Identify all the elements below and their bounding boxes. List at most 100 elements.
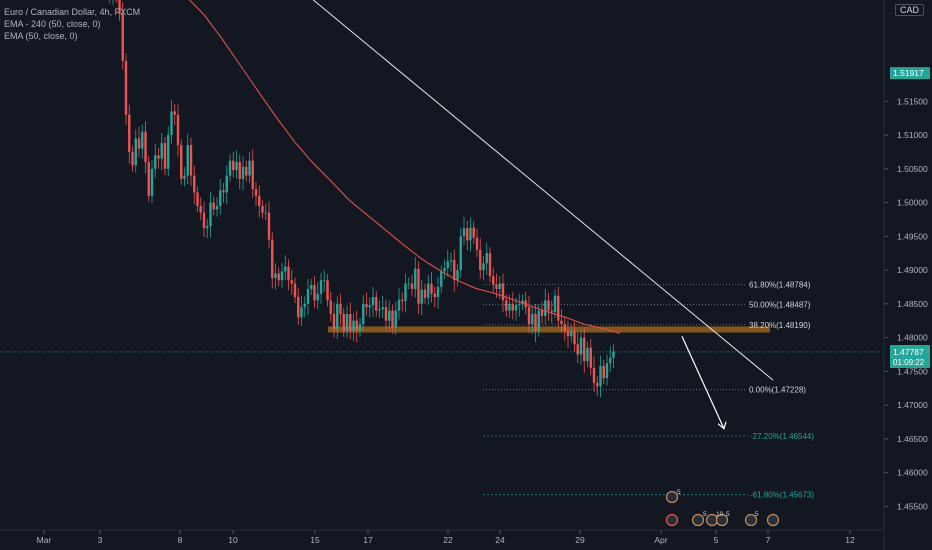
projection-arrow-shaft [681,336,725,429]
candle-body [443,268,446,272]
candle-body [511,303,514,311]
candle-body [570,330,573,337]
candle-body [358,324,362,331]
countdown-text: 01:09:22 [893,358,925,367]
indicator-ema-240[interactable]: EMA - 240 (50, close, 0) [4,19,101,29]
event-icon[interactable] [665,513,679,527]
x-tick-label: 24 [495,535,505,545]
candle-body [365,303,368,308]
fib-level-label: 0.00%(1.47228) [749,386,806,395]
x-tick-label: 3 [98,535,103,545]
candle-body [573,330,576,345]
candle-body [300,307,303,318]
event-count-badge: 10 [716,511,724,518]
x-tick-label: 5 [714,535,719,545]
event-icon[interactable] [766,513,780,527]
candle-body [453,259,456,281]
candle-body [534,313,537,331]
x-tick-label: Apr [654,535,667,545]
candle-body [531,313,534,325]
x-tick-label: 22 [443,535,453,545]
candle-body [326,280,329,301]
candle-body [137,138,141,149]
y-tick-label: 1.47000 [897,400,928,410]
y-tick-label: 1.49000 [897,265,928,275]
candle-body [336,303,339,329]
event-icon[interactable] [715,513,729,527]
event-icon[interactable] [744,513,758,527]
candle-body [420,289,423,304]
candle-body [219,190,222,206]
candle-body [193,175,196,193]
candle-body [173,111,176,115]
candle-body [362,303,365,325]
candle-body [267,212,271,240]
candle-body [287,266,290,281]
candle-body [258,195,261,206]
candle-body [349,313,352,331]
indicator-ema[interactable]: EMA (50, close, 0) [4,31,78,41]
y-tick-label: 1.49500 [897,231,928,241]
candle-body [254,189,258,196]
candle-body [154,155,157,169]
candle-body [163,143,167,169]
candle-body [290,280,293,284]
candle-body [323,280,326,281]
fib-level-label: 38.20%(1.48190) [749,321,811,330]
candle-body [206,226,209,229]
candle-body [459,236,462,271]
candle-body [456,270,459,281]
candle-body [514,305,518,311]
y-tick-label: 1.50500 [897,164,928,174]
current-price-badge [890,344,930,368]
event-icon[interactable] [665,490,679,504]
x-tick-label: 7 [766,535,771,545]
candle-body [160,143,163,159]
candle-body [557,295,560,321]
candle-body [222,190,225,193]
candle-body [157,155,160,159]
candle-body [274,273,277,279]
candle-body [495,284,498,289]
event-icon[interactable] [691,513,705,527]
candle-body [134,138,137,166]
candle-body [485,253,488,264]
fib-level-label: 50.00%(1.48487) [749,301,811,310]
economic-events: 55 10 5 5 [665,489,780,527]
candle-body [602,365,605,379]
x-tick-label: 17 [363,535,373,545]
candle-body [586,347,589,362]
y-tick-label: 1.48500 [897,299,928,309]
candle-body [592,367,596,383]
candle-body [566,330,570,337]
candle-body [576,344,579,355]
chart-legend: Euro / Canadian Dollar, 4h, FXCM EMA - 2… [4,6,140,42]
candle-body [209,202,212,227]
y-tick-label: 1.45500 [897,501,928,511]
candle-body [544,300,547,316]
candle-body [245,166,248,176]
candle-body [605,363,609,379]
candle-body [498,283,501,289]
candle-body [235,162,238,171]
candle-body [280,271,284,281]
candle-body [150,168,154,196]
event-count-badge: 5 [755,511,759,518]
event-count-badge: 5 [677,489,681,496]
candle-body [612,351,615,358]
candle-body [310,284,313,289]
event-count-badge: 5 [703,511,707,518]
candle-body [313,284,316,301]
candle-body [427,283,430,298]
candle-body [342,313,345,331]
candle-body [196,192,199,206]
candle-body [560,320,563,325]
projection-arrow-head [717,421,727,430]
symbol-title[interactable]: Euro / Canadian Dollar, 4h, FXCM [4,7,141,17]
candle-body [261,205,264,213]
currency-button[interactable]: CAD [894,4,924,16]
ema-line [188,0,621,335]
x-tick-label: 8 [178,535,183,545]
candle-body [384,307,388,321]
